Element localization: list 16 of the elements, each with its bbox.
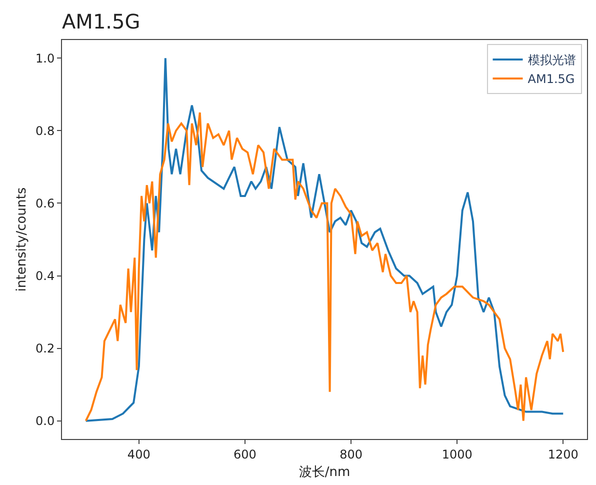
legend-label: 模拟光谱 xyxy=(528,53,576,68)
x-axis-title: 波长/nm xyxy=(298,465,350,480)
y-tick-label: 0.0 xyxy=(36,414,55,428)
x-tick-label: 400 xyxy=(127,447,150,462)
x-tick-label: 600 xyxy=(233,447,256,462)
y-tick-label: 1.0 xyxy=(36,51,55,66)
x-tick-label: 800 xyxy=(340,447,362,462)
legend-label: AM1.5G xyxy=(528,72,575,86)
y-tick-label: 0.8 xyxy=(36,124,55,138)
x-tick-label: 1200 xyxy=(548,447,578,462)
y-axis-title: intensity/counts xyxy=(14,187,30,292)
y-tick-label: 0.2 xyxy=(36,342,55,356)
chart-title: AM1.5G xyxy=(62,10,140,34)
y-tick-label: 0.4 xyxy=(36,268,55,283)
y-tick-label: 0.6 xyxy=(36,196,55,210)
x-tick-label: 1000 xyxy=(442,447,472,462)
